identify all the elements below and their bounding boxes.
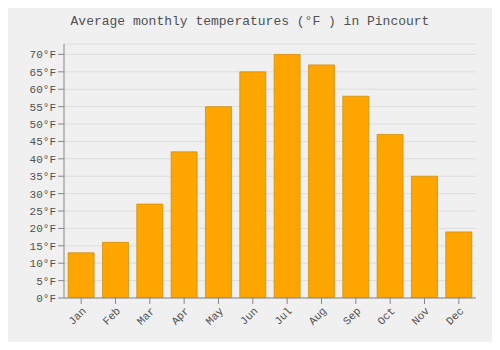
svg-text:50°F: 50°F [30, 119, 56, 131]
svg-text:40°F: 40°F [30, 154, 56, 166]
svg-text:Dec: Dec [444, 305, 466, 327]
svg-text:May: May [204, 305, 227, 328]
svg-text:65°F: 65°F [30, 67, 56, 79]
svg-text:30°F: 30°F [30, 189, 56, 201]
svg-text:35°F: 35°F [30, 171, 56, 183]
svg-text:Mar: Mar [135, 305, 157, 327]
svg-text:Jun: Jun [238, 305, 260, 327]
svg-text:20°F: 20°F [30, 223, 56, 235]
svg-text:Oct: Oct [375, 305, 397, 327]
svg-text:Nov: Nov [410, 305, 433, 328]
svg-text:Aug: Aug [307, 305, 329, 327]
svg-text:Sep: Sep [341, 305, 363, 327]
html-text:Average monthly temperatures (: Average monthly temperatures (°F ) in Pi… [70, 14, 430, 29]
svg-text:10°F: 10°F [30, 258, 56, 270]
svg-text:0°F: 0°F [36, 293, 56, 305]
svg-text:Apr: Apr [169, 305, 191, 327]
svg-text:Jan: Jan [66, 305, 88, 327]
svg-text:70°F: 70°F [30, 49, 56, 61]
svg-text:45°F: 45°F [30, 136, 56, 148]
svg-text:55°F: 55°F [30, 102, 56, 114]
svg-text:Feb: Feb [101, 305, 123, 327]
svg-text:5°F: 5°F [36, 276, 56, 288]
svg-text:25°F: 25°F [30, 206, 56, 218]
svg-text:15°F: 15°F [30, 241, 56, 253]
svg-text:60°F: 60°F [30, 84, 56, 96]
svg-text:Jul: Jul [272, 305, 294, 327]
